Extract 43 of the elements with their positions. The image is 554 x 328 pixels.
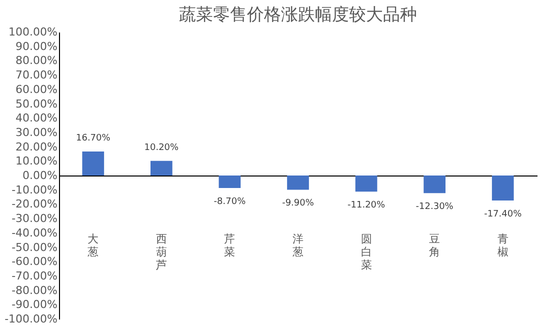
bar — [492, 176, 514, 200]
x-tick-label: 西葫芦 — [156, 232, 167, 272]
data-label: 16.70% — [76, 134, 111, 144]
data-label: 10.20% — [144, 142, 180, 153]
y-tick-label: -90.00% — [12, 298, 58, 312]
y-tick-label: 40.00% — [16, 112, 58, 125]
y-tick-label: 70.00% — [16, 68, 58, 82]
y-tick-label: 60.00% — [16, 82, 58, 96]
bar — [82, 152, 104, 176]
data-label: -8.70% — [214, 196, 246, 207]
x-tick-label: 洋葱 — [292, 232, 304, 258]
bar — [150, 160, 172, 176]
data-label: -9.90% — [282, 198, 314, 209]
y-tick-label: 80.00% — [16, 54, 58, 68]
x-tick-label: 大葱 — [88, 232, 99, 258]
y-tick-label: -40.00% — [12, 226, 58, 240]
data-label: -17.40% — [484, 209, 522, 220]
y-tick-label: -10.00% — [12, 183, 58, 196]
y-tick-label: 100.00% — [8, 26, 58, 38]
y-tick-label: -30.00% — [12, 212, 58, 226]
y-tick-label: -80.00% — [12, 284, 58, 297]
y-tick-label: -70.00% — [12, 269, 58, 282]
y-tick-label: -100.00% — [4, 312, 58, 326]
bar — [218, 176, 241, 188]
x-tick-label: 芹菜 — [224, 232, 236, 258]
chart-title: 蔬菜零售价格涨跌幅度较大品种 — [179, 5, 417, 25]
x-tick-label: 圆白菜 — [360, 232, 372, 272]
y-tick-label: 30.00% — [16, 126, 58, 139]
y-tick-label: 20.00% — [16, 140, 58, 154]
y-tick-label: 50.00% — [16, 97, 58, 110]
y-tick-label: 90.00% — [16, 40, 58, 53]
data-label: -11.20% — [347, 200, 386, 211]
y-tick-label: 10.00% — [16, 154, 58, 168]
data-label: -12.30% — [416, 202, 454, 212]
bar — [355, 176, 378, 192]
x-tick-label: 青椒 — [497, 232, 508, 258]
y-tick-label: 0.00% — [22, 169, 58, 182]
bar — [287, 176, 309, 190]
bar — [424, 176, 446, 194]
y-tick-label: -20.00% — [12, 198, 58, 211]
x-tick-label: 豆角 — [429, 232, 440, 258]
y-tick-label: -60.00% — [12, 255, 58, 268]
y-tick-label: -50.00% — [12, 240, 58, 254]
